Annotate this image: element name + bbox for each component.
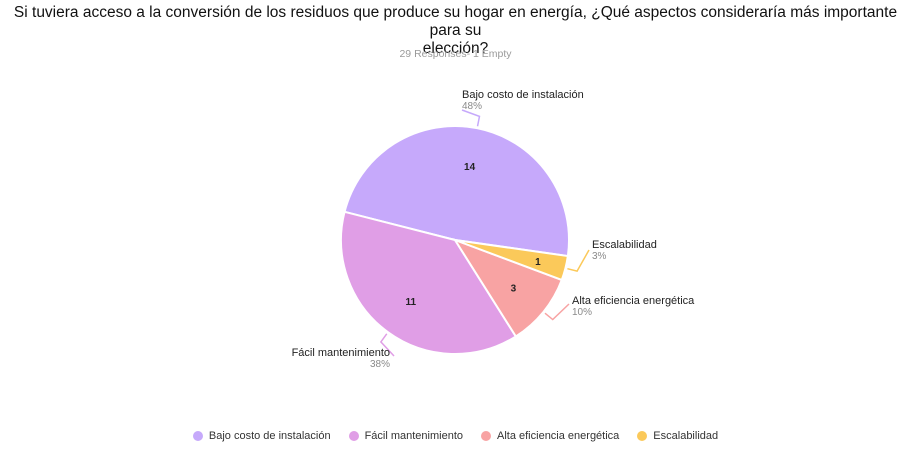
slice-percent-bajo-costo-de-instalacion: 48% [462,101,482,112]
pie-slice-alta-eficiencia-energetica[interactable] [452,238,564,338]
chart-title-line-1: Si tuviera acceso a la conversión de los… [13,4,898,39]
legend-label: Escalabilidad [653,430,719,442]
pie-slice-facil-mantenimiento[interactable] [340,210,518,355]
chart-title: Si tuviera acceso a la conversión de los… [0,4,911,58]
legend-item-escalabilidad[interactable]: Escalabilidad [637,430,718,442]
legend-item-alta-eficiencia-energetica[interactable]: Alta eficiencia energética [481,430,619,442]
legend-label: Bajo costo de instalación [208,430,331,442]
response-count: 29 Responses- 1 Empty [399,48,512,60]
legend-swatch [481,431,491,441]
slice-percent-facil-mantenimiento: 38% [370,359,390,370]
leader-line-escalabilidad [567,249,590,273]
leader-lines [379,109,590,357]
chart-legend: Bajo costo de instalación Fácil mantenimi… [0,430,911,442]
slice-label-bajo-costo-de-instalacion: Bajo costo de instalación [462,89,584,101]
leader-line-bajo-costo-de-instalacion [461,109,481,127]
legend-swatch [192,431,203,441]
pie-slice-bajo-costo-de-instalacion[interactable] [343,125,570,258]
legend-label: Fácil mantenimiento [364,430,463,442]
legend-item-bajo-costo-de-instalacion[interactable]: Bajo costo de instalación [192,430,331,442]
leader-line-alta-eficiencia-energetica [544,303,570,321]
slice-label-facil-mantenimiento: Fácil mantenimiento [292,347,390,359]
pie-slice-escalabilidad[interactable] [454,239,569,282]
pie-slices [340,125,570,355]
slice-label-alta-eficiencia-energetica: Alta eficiencia energética [572,295,695,307]
slice-label-escalabilidad: Escalabilidad [592,239,657,251]
slice-value-facil-mantenimiento: 11 [405,297,416,308]
slice-value-escalabilidad: 1 [535,257,541,268]
slice-percent-alta-eficiencia-energetica: 10% [572,307,592,318]
legend-swatch [637,431,648,441]
legend-item-facil-mantenimiento[interactable]: Fácil mantenimiento [348,430,463,442]
slice-value-alta-eficiencia-energetica: 3 [511,283,517,294]
legend-label: Alta eficiencia energética [497,430,620,442]
slice-percent-escalabilidad: 3% [592,251,607,262]
slice-value-bajo-costo-de-instalacion: 14 [464,162,476,173]
leader-line-facil-mantenimiento [379,333,395,357]
legend-swatch [348,431,359,441]
chart-title-line-2: elección? [422,40,489,57]
